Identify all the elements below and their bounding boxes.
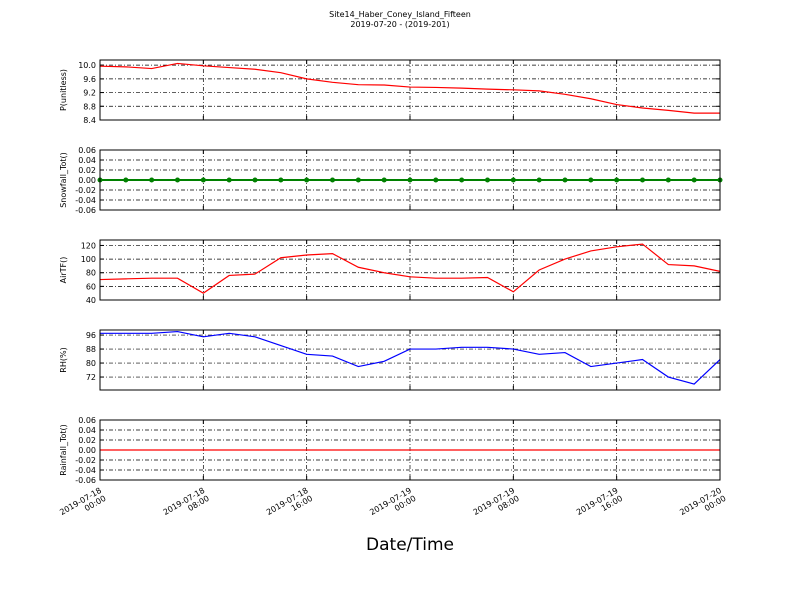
y-tick-label: 8.8 (83, 102, 96, 111)
data-marker (588, 177, 594, 183)
y-tick-label: 0.00 (78, 446, 96, 455)
data-marker (407, 177, 413, 183)
y-axis-label: AirTF() (59, 257, 68, 284)
x-axis-label: Date/Time (366, 535, 454, 555)
data-marker (510, 177, 516, 183)
y-tick-label: 80 (86, 269, 96, 278)
y-tick-label: 10.0 (78, 61, 96, 70)
data-marker (330, 177, 335, 183)
data-marker (278, 177, 284, 183)
data-marker (149, 177, 155, 183)
data-marker (459, 177, 465, 183)
x-tick-label: 2019-07-2000:00 (678, 486, 727, 525)
y-tick-label: 100 (81, 255, 96, 264)
y-tick-label: 120 (81, 241, 96, 250)
panel-frame (99, 239, 721, 301)
y-axis-label: Rainfall_Tot() (59, 424, 68, 476)
data-marker (355, 177, 361, 183)
data-marker (665, 177, 671, 183)
data-marker (433, 177, 439, 183)
y-tick-label: 0.04 (78, 156, 96, 165)
x-tick-label: 2019-07-1916:00 (575, 486, 624, 525)
y-tick-label: 0.06 (78, 146, 96, 155)
data-marker (536, 177, 542, 183)
chart-subtitle: 2019-07-20 - (2019-201) (350, 20, 449, 29)
x-tick-label: 2019-07-1808:00 (162, 486, 211, 525)
y-axis-label: RH(%) (59, 347, 68, 372)
data-marker (614, 177, 620, 183)
data-marker (252, 177, 258, 183)
data-marker (381, 177, 387, 183)
y-tick-label: 8.4 (83, 116, 96, 125)
y-tick-label: 72 (86, 373, 96, 382)
y-tick-label: 9.6 (83, 75, 96, 84)
y-tick-label: 0.06 (78, 416, 96, 425)
y-tick-label: 9.2 (83, 89, 96, 98)
data-marker (200, 177, 206, 183)
y-tick-label: -0.02 (75, 186, 96, 195)
y-tick-label: 0.02 (78, 436, 96, 445)
y-tick-label: -0.02 (75, 456, 96, 465)
y-tick-label: 0.04 (78, 426, 96, 435)
panel-frame (99, 59, 721, 121)
chart-title: Site14_Haber_Coney_Island_Fifteen (329, 10, 471, 19)
y-tick-label: 60 (86, 282, 96, 291)
data-line (99, 62, 720, 114)
y-tick-label: 40 (86, 296, 96, 305)
x-tick-label: 2019-07-1816:00 (265, 486, 314, 525)
data-marker (304, 177, 310, 183)
data-marker (226, 177, 232, 183)
x-tick-label: 2019-07-1800:00 (58, 486, 107, 525)
y-tick-label: 0.00 (78, 176, 96, 185)
panel-frame (99, 149, 721, 211)
data-marker (485, 177, 490, 183)
y-axis-label: P(unitless) (59, 69, 68, 111)
y-tick-label: 0.02 (78, 166, 96, 175)
data-line (99, 243, 721, 294)
panel-frame (99, 419, 721, 481)
data-marker (691, 177, 697, 183)
y-tick-label: 80 (86, 359, 96, 368)
x-tick-label: 2019-07-1908:00 (472, 486, 521, 525)
x-tick-label: 2019-07-1900:00 (368, 486, 417, 525)
data-marker (562, 177, 568, 183)
y-axis-label: Snowfall_Tot() (59, 152, 68, 208)
data-marker (175, 177, 180, 183)
data-line (100, 330, 721, 385)
y-tick-label: -0.04 (75, 196, 96, 205)
y-tick-label: 96 (86, 331, 96, 340)
y-tick-label: -0.06 (75, 476, 96, 485)
y-tick-label: -0.04 (75, 466, 96, 475)
panel-frame (99, 329, 721, 391)
y-tick-label: 88 (86, 345, 96, 354)
data-marker (640, 177, 645, 183)
data-marker (123, 177, 129, 183)
y-tick-label: -0.06 (75, 206, 96, 215)
